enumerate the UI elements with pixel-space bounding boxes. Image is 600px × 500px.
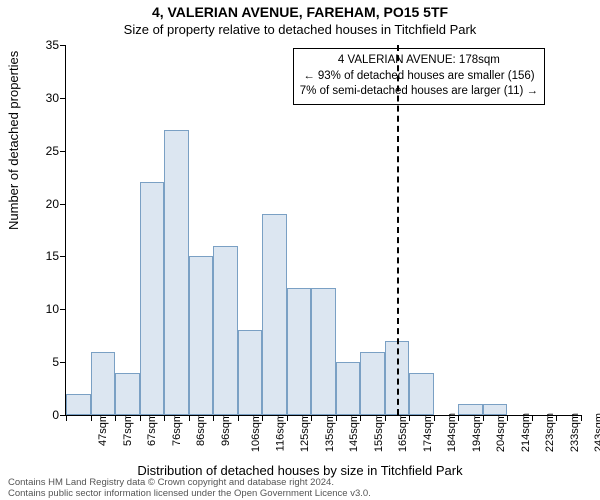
chart-subtitle: Size of property relative to detached ho… (0, 22, 600, 37)
footer-line-2: Contains public sector information licen… (8, 489, 371, 500)
info-line-2: ← 93% of detached houses are smaller (15… (300, 69, 538, 85)
y-tick-label: 20 (29, 198, 59, 210)
y-tick-label: 15 (29, 250, 59, 262)
histogram-bar (164, 130, 189, 415)
x-tick (262, 415, 263, 421)
x-tick (164, 415, 165, 421)
y-tick-label: 25 (29, 145, 59, 157)
x-tick (434, 415, 435, 421)
histogram-bar (91, 352, 116, 415)
histogram-bar (213, 246, 238, 415)
x-tick (189, 415, 190, 421)
histogram-bar (336, 362, 361, 415)
x-tick-label: 67sqm (146, 413, 158, 446)
x-tick-label: 155sqm (373, 413, 385, 452)
x-tick (385, 415, 386, 421)
histogram-bar (311, 288, 336, 415)
x-tick-label: 214sqm (520, 413, 532, 452)
x-tick (483, 415, 484, 421)
x-tick (532, 415, 533, 421)
x-tick (66, 415, 67, 421)
x-tick (507, 415, 508, 421)
x-tick (336, 415, 337, 421)
x-tick-label: 204sqm (496, 413, 508, 452)
x-tick (115, 415, 116, 421)
x-tick (556, 415, 557, 421)
x-tick (360, 415, 361, 421)
y-tick (60, 204, 66, 205)
histogram-bar (238, 330, 263, 415)
info-line-1: 4 VALERIAN AVENUE: 178sqm (300, 53, 538, 69)
y-tick (60, 309, 66, 310)
x-tick (581, 415, 582, 421)
chart-title: 4, VALERIAN AVENUE, FAREHAM, PO15 5TF (0, 4, 600, 20)
x-tick-label: 194sqm (471, 413, 483, 452)
y-tick (60, 256, 66, 257)
x-tick (213, 415, 214, 421)
x-axis-title: Distribution of detached houses by size … (0, 463, 600, 478)
histogram-bar (189, 256, 214, 415)
x-tick (409, 415, 410, 421)
x-tick-label: 174sqm (422, 413, 434, 452)
x-tick (458, 415, 459, 421)
chart-root: { "chart": { "type": "histogram", "title… (0, 0, 600, 500)
histogram-bar (360, 352, 385, 415)
histogram-bar (66, 394, 91, 415)
x-tick (238, 415, 239, 421)
histogram-bar (115, 373, 140, 415)
y-tick-label: 0 (29, 409, 59, 421)
x-tick-label: 96sqm (220, 413, 232, 446)
x-tick-label: 76sqm (171, 413, 183, 446)
subject-marker-line (397, 45, 399, 415)
y-tick (60, 151, 66, 152)
y-tick (60, 98, 66, 99)
x-tick-label: 125sqm (299, 413, 311, 452)
x-tick-label: 145sqm (348, 413, 360, 452)
y-axis-title: Number of detached properties (6, 51, 21, 230)
x-tick (287, 415, 288, 421)
histogram-bar (409, 373, 434, 415)
x-tick-label: 184sqm (446, 413, 458, 452)
x-tick-label: 135sqm (324, 413, 336, 452)
histogram-bar (287, 288, 312, 415)
x-tick-label: 116sqm (274, 413, 286, 451)
y-tick-label: 35 (29, 39, 59, 51)
info-box: 4 VALERIAN AVENUE: 178sqm ← 93% of detac… (293, 48, 545, 105)
histogram-bar (262, 214, 287, 415)
x-tick-label: 233sqm (569, 413, 581, 452)
x-tick-label: 165sqm (397, 413, 409, 452)
y-tick-label: 30 (29, 92, 59, 104)
x-tick-label: 223sqm (545, 413, 557, 452)
footer-attribution: Contains HM Land Registry data © Crown c… (8, 478, 371, 500)
histogram-bar (483, 404, 508, 415)
y-tick (60, 362, 66, 363)
x-tick-label: 57sqm (122, 413, 134, 446)
x-tick (140, 415, 141, 421)
x-tick-label: 86sqm (195, 413, 207, 446)
x-tick-label: 243sqm (594, 413, 600, 452)
histogram-bar (140, 182, 165, 415)
y-tick-label: 5 (29, 356, 59, 368)
y-tick-label: 10 (29, 303, 59, 315)
histogram-bar (458, 404, 483, 415)
x-tick-label: 106sqm (250, 413, 262, 452)
info-line-3: 7% of semi-detached houses are larger (1… (300, 84, 538, 100)
y-tick (60, 45, 66, 46)
x-tick (91, 415, 92, 421)
x-tick-label: 47sqm (97, 413, 109, 446)
x-tick (311, 415, 312, 421)
plot-area: 4 VALERIAN AVENUE: 178sqm ← 93% of detac… (65, 45, 581, 416)
